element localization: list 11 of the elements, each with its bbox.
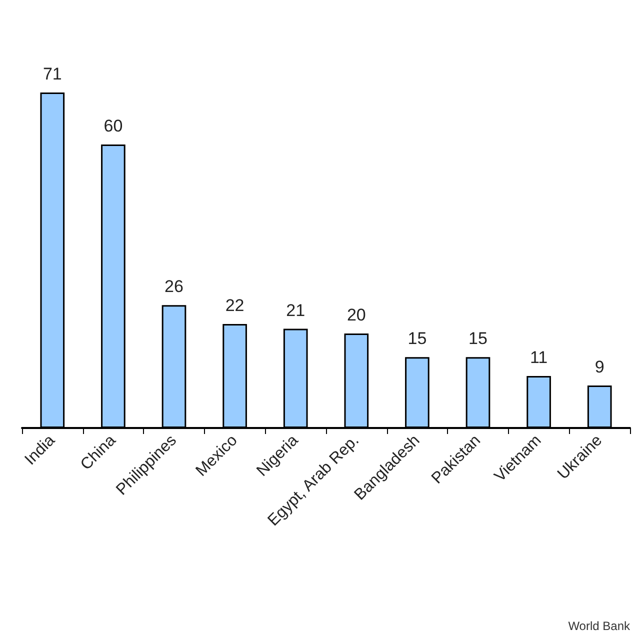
data-label: 26 bbox=[164, 277, 184, 296]
text: World Bank bbox=[568, 619, 631, 633]
data-label: 71 bbox=[42, 64, 62, 84]
data-label: 21 bbox=[286, 300, 306, 320]
data-label: 22 bbox=[225, 296, 244, 316]
data-label: 15 bbox=[468, 329, 488, 348]
data-label: 11 bbox=[530, 348, 548, 368]
data-label: 20 bbox=[346, 306, 366, 324]
data-label: 9 bbox=[594, 357, 604, 376]
data-label: 60 bbox=[104, 116, 123, 136]
data-label: 15 bbox=[408, 329, 427, 348]
